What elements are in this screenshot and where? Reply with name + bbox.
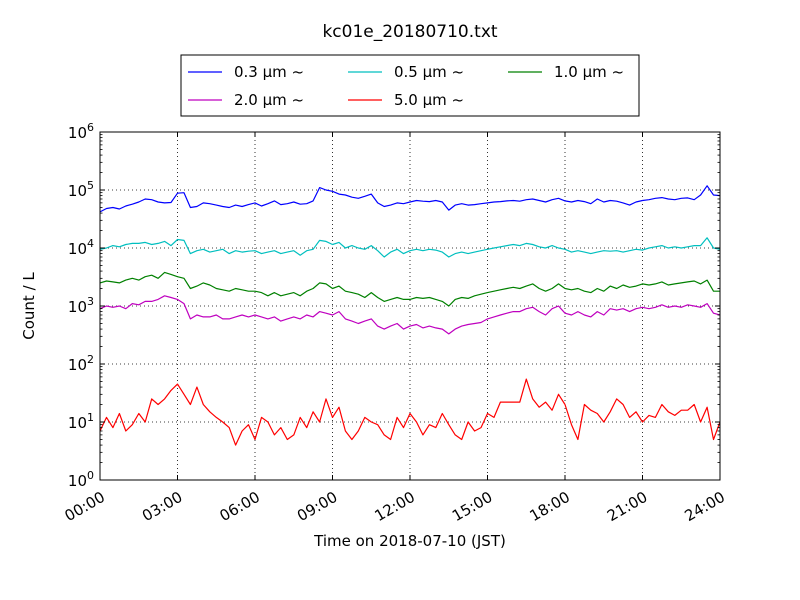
- x-tick-labels: 00:00 03:00 06:00 09:00 12:00 15:00 18:00 21:00…: [62, 488, 728, 525]
- y-tick-label: 106: [68, 121, 94, 142]
- axis-ticks: [99, 131, 721, 481]
- legend-label: 0.3 μm ~: [234, 63, 304, 81]
- y-tick-label: 104: [68, 237, 94, 258]
- y-tick-labels: 100 101 102 103 104 105 106: [68, 121, 94, 490]
- series-line-4: [99, 378, 721, 446]
- series-lines: [99, 185, 721, 446]
- y-tick-label: 103: [68, 295, 94, 316]
- series-line-1: [99, 237, 721, 258]
- legend-label: 2.0 μm ~: [234, 91, 304, 109]
- legend-label: 0.5 μm ~: [394, 63, 464, 81]
- series-line-3: [99, 295, 721, 335]
- legend: 0.3 μm ~ 0.5 μm ~ 1.0 μm ~ 2.0 μm ~ 5.0 μm ~: [180, 54, 640, 117]
- legend-label: 5.0 μm ~: [394, 91, 464, 109]
- y-tick-label: 105: [68, 179, 94, 200]
- y-tick-label: 101: [68, 411, 94, 432]
- legend-box: [180, 54, 640, 117]
- chart-title: kc01e_20180710.txt: [322, 22, 497, 42]
- x-axis-label: Time on 2018-07-10 (JST): [313, 532, 506, 550]
- x-tick-label: 00:00: [62, 488, 108, 525]
- x-tick-label: 24:00: [682, 488, 728, 525]
- x-tick-label: 06:00: [217, 488, 263, 525]
- series-line-2: [99, 271, 720, 307]
- x-tick-label: 03:00: [139, 488, 185, 525]
- x-tick-label: 21:00: [604, 488, 650, 525]
- x-tick-label: 09:00: [294, 488, 340, 525]
- grid: [100, 132, 720, 480]
- x-tick-label: 12:00: [372, 488, 418, 525]
- x-tick-label: 15:00: [449, 488, 495, 525]
- y-axis-label: Count / L: [20, 272, 38, 340]
- series-line-0: [99, 185, 721, 213]
- y-tick-label: 100: [68, 469, 94, 490]
- legend-label: 1.0 μm ~: [554, 63, 624, 81]
- x-tick-label: 18:00: [527, 488, 573, 525]
- y-tick-label: 102: [68, 353, 94, 374]
